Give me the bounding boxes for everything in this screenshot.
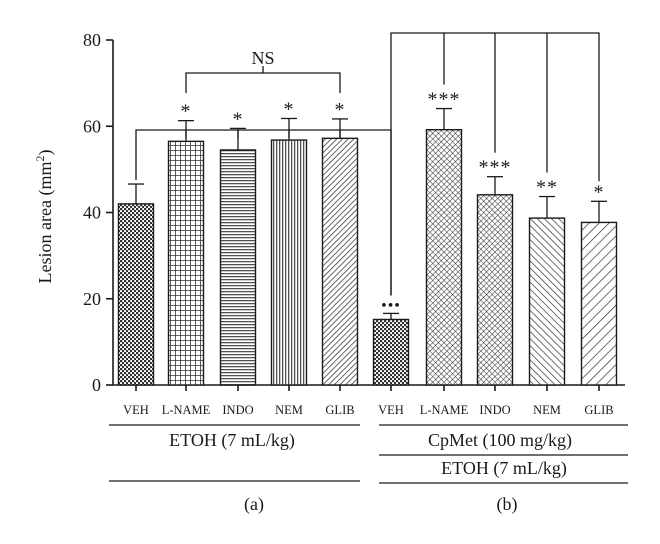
significance-marker: * bbox=[233, 108, 244, 130]
x-tick-label: NEM bbox=[275, 403, 303, 417]
significance-marker: ** bbox=[536, 177, 558, 199]
bar bbox=[372, 318, 410, 386]
x-tick-label: L-NAME bbox=[420, 403, 469, 417]
bar bbox=[117, 203, 155, 386]
bar bbox=[580, 221, 618, 386]
x-tick-label: INDO bbox=[479, 403, 510, 417]
group-a-label: ETOH (7 mL/kg) bbox=[169, 430, 295, 451]
y-tick-label: 80 bbox=[83, 30, 101, 50]
y-tick-label: 20 bbox=[83, 289, 101, 309]
y-tick-label: 60 bbox=[83, 116, 101, 136]
bars bbox=[117, 107, 618, 386]
bar bbox=[219, 149, 257, 386]
bar bbox=[528, 217, 566, 386]
x-tick-label: INDO bbox=[222, 403, 253, 417]
significance-marker: *** bbox=[428, 89, 461, 111]
significance-marker: * bbox=[594, 181, 605, 203]
bar bbox=[425, 128, 463, 386]
ns-bracket bbox=[185, 72, 341, 93]
significance-marker: * bbox=[181, 101, 192, 123]
axes: 0 20 40 60 80 Lesion area (mm2) VEH L-NAME INDO N… bbox=[33, 30, 625, 417]
bar bbox=[476, 194, 514, 386]
x-tick-label: NEM bbox=[533, 403, 561, 417]
bar bbox=[321, 137, 359, 386]
x-tick-label: VEH bbox=[378, 403, 404, 417]
y-tick-label: 40 bbox=[83, 203, 101, 223]
panel-a-label: (a) bbox=[244, 494, 264, 515]
ns-label: NS bbox=[251, 48, 274, 68]
y-tick-label: 0 bbox=[92, 375, 101, 395]
significance-marker: ••• bbox=[381, 297, 401, 314]
significance-marker: * bbox=[335, 99, 346, 121]
significance-marker: * bbox=[284, 98, 295, 120]
x-tick-label: GLIB bbox=[584, 403, 613, 417]
group-b-label-2: ETOH (7 mL/kg) bbox=[441, 458, 567, 479]
x-tick-label: VEH bbox=[123, 403, 149, 417]
panel-b-label: (b) bbox=[497, 494, 518, 515]
bar bbox=[167, 140, 205, 386]
annotations: * * * *•••******** *NS bbox=[135, 32, 605, 314]
bar bbox=[270, 139, 308, 386]
group-labels: ETOH (7 mL/kg) CpMet (100 mg/kg) ETOH (7 m… bbox=[109, 424, 628, 515]
group-b-label: CpMet (100 mg/kg) bbox=[428, 430, 572, 451]
significance-marker: *** bbox=[479, 157, 512, 179]
x-tick-label: GLIB bbox=[325, 403, 354, 417]
y-axis-label: Lesion area (mm2) bbox=[33, 150, 56, 284]
x-tick-label: L-NAME bbox=[162, 403, 211, 417]
